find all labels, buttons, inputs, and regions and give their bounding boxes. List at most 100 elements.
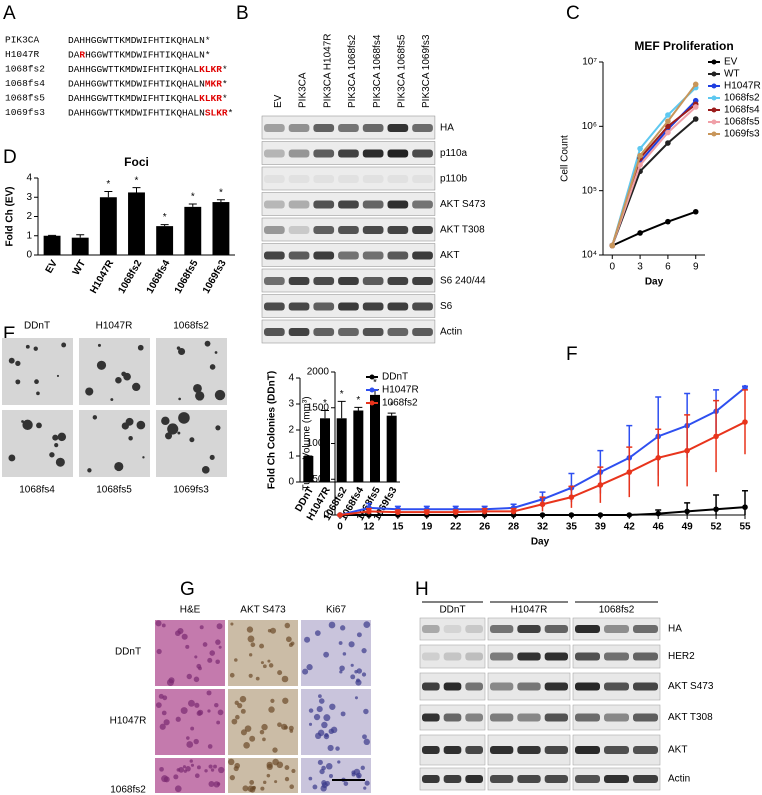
y-axis-label: Tumor Volume (mm³) [302, 396, 313, 490]
point [539, 512, 546, 518]
point [742, 419, 748, 425]
band-label: p110a [440, 148, 468, 159]
blot-band [338, 175, 359, 183]
blot-band [362, 149, 384, 158]
nucleus [266, 763, 273, 771]
blot-band [338, 200, 359, 209]
nucleus [210, 768, 215, 772]
blot-strip [572, 617, 661, 641]
point [337, 512, 343, 518]
colony [142, 456, 145, 459]
colony [189, 437, 195, 443]
lane-label: PIK3CA [298, 72, 309, 108]
point [637, 230, 643, 236]
blot-band [490, 713, 514, 722]
blot-strip [419, 617, 486, 641]
colony [8, 357, 15, 364]
blot-band [288, 251, 310, 260]
blot-band [575, 713, 600, 722]
nucleus [340, 625, 346, 631]
band-label: HA [668, 624, 682, 635]
colony [195, 391, 205, 401]
nucleus [156, 648, 162, 655]
blot-band [544, 682, 568, 691]
nucleus [259, 643, 265, 649]
nucleus [198, 666, 202, 671]
blot-band [517, 713, 541, 722]
nucleus [289, 784, 295, 790]
lane-label: PIK3CA 1068fs5 [396, 34, 407, 108]
point [742, 504, 748, 510]
nucleus [317, 729, 325, 737]
blot-band [288, 200, 310, 209]
blot-band [544, 625, 568, 633]
legend-marker [711, 95, 717, 101]
lane-label: PIK3CA 1068fs4 [372, 34, 383, 108]
x-tick-label: 52 [711, 522, 723, 533]
nucleus [207, 709, 211, 713]
sequence: DAHHGGWTTKMDWIFHTIKQHALKLKR* [68, 64, 228, 75]
colony [115, 376, 122, 384]
blot-band [264, 124, 285, 132]
blot-band [288, 277, 310, 285]
colony [209, 454, 215, 460]
point [510, 508, 517, 515]
x-tick-label: 28 [508, 522, 520, 533]
error-bar [188, 203, 197, 207]
nucleus [231, 718, 238, 725]
band-label: Actin [668, 774, 690, 785]
blot-band [422, 746, 440, 754]
nucleus [318, 694, 322, 698]
nucleus [342, 652, 347, 656]
panel-letter: C [566, 3, 580, 24]
nucleus [243, 741, 250, 749]
chart-title: MEF Proliferation [634, 39, 733, 53]
colony [55, 457, 65, 467]
blot-band [264, 175, 285, 183]
nucleus [328, 774, 333, 779]
nucleus [320, 785, 327, 792]
blot-band [313, 302, 335, 311]
nucleus [363, 786, 367, 790]
colony [8, 454, 16, 462]
nucleus [323, 714, 331, 722]
blot-band [517, 682, 541, 691]
colony [22, 419, 33, 431]
blot-band [490, 625, 514, 633]
colony [137, 344, 144, 351]
blot-band [362, 200, 384, 209]
nucleus [325, 762, 333, 770]
nucleus [176, 768, 181, 772]
colony [36, 391, 40, 396]
point [626, 512, 633, 518]
blot-band [387, 277, 409, 285]
point [692, 81, 699, 88]
bar [212, 202, 230, 255]
x-tick-label: 6 [665, 262, 671, 273]
blot-band [288, 302, 310, 311]
nucleus [197, 709, 204, 716]
blot-band [412, 277, 433, 285]
lane-label: PIK3CA 1068fs2 [347, 34, 358, 108]
error-bar [337, 400, 346, 419]
point [481, 508, 488, 515]
colony-label: 1068fs4 [19, 485, 55, 496]
blot-band [313, 200, 335, 209]
colony [178, 397, 181, 401]
nucleus [356, 632, 362, 638]
colony [193, 383, 202, 393]
blot-band [422, 775, 440, 783]
blot-band [465, 625, 483, 633]
point [692, 104, 699, 110]
blot-band [575, 746, 600, 754]
histology-column: Ki67 [326, 605, 346, 616]
significance: * [219, 187, 223, 198]
nucleus [199, 625, 204, 630]
blot-band [490, 652, 514, 661]
histology-image [228, 620, 298, 686]
blot-band [412, 175, 433, 183]
nucleus [218, 645, 222, 649]
blot-band [412, 302, 433, 311]
nucleus [187, 699, 195, 707]
